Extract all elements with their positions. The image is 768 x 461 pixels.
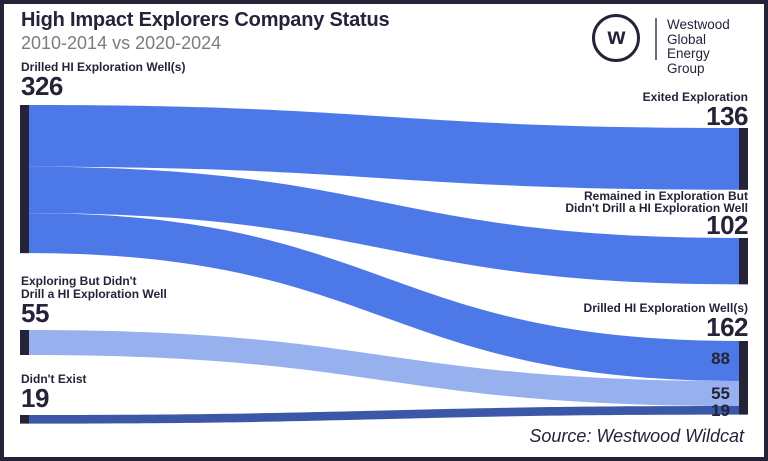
chart-title: High Impact Explorers Company Status [21, 9, 390, 31]
node-label-text: Exited Exploration [642, 90, 748, 104]
segment-label-19: 19 [711, 401, 730, 420]
sankey-node-bar-R2 [739, 238, 748, 285]
sankey-node-bar-R3 [739, 341, 748, 415]
sankey-flow-L1-R2 [29, 166, 739, 285]
segment-label-88: 88 [711, 349, 730, 368]
node-value: 326 [21, 71, 63, 101]
node-label-text: Exploring But Didn't [21, 274, 137, 288]
node-label-text: Didn't Drill a HI Exploration Well [565, 201, 748, 215]
westwood-monogram-icon: w [592, 14, 640, 62]
logo-wordmark: Westwood Global Energy Group [667, 17, 752, 76]
logo-line-1: Westwood [667, 17, 730, 32]
westwood-logo: w Westwood Global Energy Group [592, 14, 752, 75]
sankey-node-bar-L2 [20, 330, 29, 355]
segment-label-55: 55 [711, 384, 730, 403]
node-value: 55 [21, 298, 49, 328]
node-value: 162 [706, 312, 748, 342]
node-value: 102 [706, 210, 748, 240]
sankey-flow-L3-R3 [29, 405, 739, 424]
chart-subtitle: 2010-2014 vs 2020-2024 [21, 33, 222, 53]
node-label-text: Drill a HI Exploration Well [21, 287, 167, 301]
node-value: 19 [21, 383, 49, 413]
node-label-drilled-left: Drilled HI Exploration Well(s) 326 [21, 60, 186, 101]
node-label-remained: Remained in Exploration But Didn't Drill… [565, 189, 748, 240]
node-label-text: Drilled HI Exploration Well(s) [583, 301, 748, 315]
node-label-exploring-left: Exploring But Didn't Drill a HI Explorat… [21, 274, 167, 328]
monogram-letter: w [607, 23, 626, 49]
sankey-flow-L1-R3 [29, 213, 739, 381]
sankey-node-bar-R1 [739, 128, 748, 190]
node-value: 136 [706, 101, 748, 131]
node-label-didnt-exist: Didn't Exist 19 [21, 372, 87, 413]
logo-line-2: Global Energy [667, 31, 710, 61]
source-attribution: Source: Westwood Wildcat [529, 426, 744, 446]
node-label-exited: Exited Exploration 136 [642, 90, 749, 131]
logo-divider [655, 18, 657, 60]
sankey-node-bar-L1 [20, 105, 29, 254]
node-label-text: Remained in Exploration But [583, 189, 748, 203]
node-label-text: Drilled HI Exploration Well(s) [21, 60, 186, 74]
logo-line-3: Group [667, 60, 705, 76]
sankey-flow-L2-R3 [29, 330, 739, 406]
sankey-flow-L1-R1 [29, 105, 739, 190]
sankey-node-bar-L3 [20, 415, 29, 424]
node-label-drilled-right: Drilled HI Exploration Well(s) 162 [583, 301, 749, 342]
node-label-text: Didn't Exist [21, 372, 87, 386]
